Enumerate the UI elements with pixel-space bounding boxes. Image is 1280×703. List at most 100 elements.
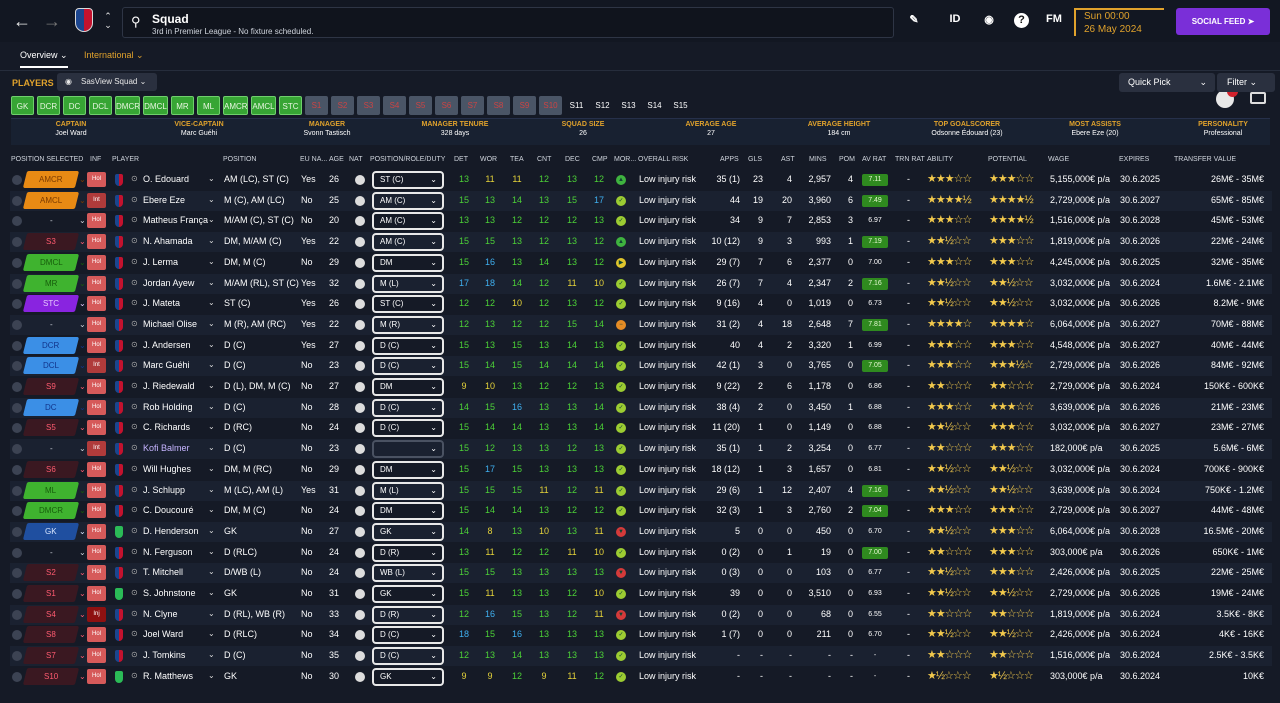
player-info-icon[interactable]: ⊙	[131, 318, 138, 328]
morale-good-icon[interactable]: ✓	[616, 340, 626, 351]
player-name-link[interactable]: N. Ferguson	[143, 546, 193, 557]
role-duty-dropdown[interactable]: DM ⌄	[372, 253, 444, 272]
player-info-icon[interactable]: ⊙	[131, 236, 138, 246]
player-menu-chevron-icon[interactable]: ⌄	[208, 318, 215, 328]
select-checkbox[interactable]	[12, 237, 22, 248]
table-row[interactable]: S7 ⌄ Hol ⊙ J. Tomkins ⌄ D (C) No 35 D (C) ⌄ 12 13 14 1…	[10, 646, 1272, 667]
player-info-icon[interactable]: ⊙	[131, 360, 138, 370]
chevron-down-icon[interactable]: ⌄	[79, 278, 86, 288]
player-menu-chevron-icon[interactable]: ⌄	[208, 215, 215, 225]
chevron-down-icon[interactable]: ⌄	[79, 216, 86, 226]
player-name-link[interactable]: C. Doucouré	[143, 505, 194, 516]
select-checkbox[interactable]	[12, 526, 22, 537]
chevron-down-icon[interactable]: ⌄	[79, 547, 86, 557]
player-menu-chevron-icon[interactable]: ⌄	[208, 194, 215, 204]
player-name-link[interactable]: N. Ahamada	[143, 236, 193, 247]
player-name-link[interactable]: J. Andersen	[143, 339, 191, 350]
avatar[interactable]: 11	[1216, 86, 1238, 108]
nationality-flag-icon[interactable]	[355, 526, 365, 537]
column-header-pom[interactable]: POM	[839, 156, 855, 163]
morale-good-icon[interactable]: ✓	[616, 299, 626, 310]
column-header-dec[interactable]: DEC	[565, 156, 580, 163]
player-menu-chevron-icon[interactable]: ⌄	[208, 567, 215, 577]
chevron-down-icon[interactable]: ⌄	[430, 423, 437, 433]
chevron-down-icon[interactable]: ⌄	[79, 423, 86, 433]
role-duty-dropdown[interactable]: D (C) ⌄	[372, 357, 444, 376]
select-checkbox[interactable]	[12, 423, 22, 434]
column-header-tea[interactable]: TEA	[510, 156, 524, 163]
chevron-down-icon[interactable]: ⌄	[430, 464, 437, 474]
table-row[interactable]: AMCL ⌄ Int ⊙ Ebere Eze ⌄ M (C), AM (LC) No 25 AM …	[10, 190, 1272, 211]
club-crest-icon[interactable]	[75, 8, 93, 32]
chevron-down-icon[interactable]: ⌄	[430, 547, 437, 557]
role-duty-dropdown[interactable]: DM ⌄	[372, 502, 444, 521]
player-name-link[interactable]: Ebere Eze	[143, 194, 186, 205]
chevron-down-icon[interactable]: ⌄	[430, 237, 437, 247]
chevron-down-icon[interactable]: ⌄	[430, 568, 437, 578]
nationality-flag-icon[interactable]	[355, 257, 365, 268]
nationality-flag-icon[interactable]	[355, 299, 365, 310]
chevron-down-icon[interactable]: ⌄	[430, 526, 437, 536]
nationality-flag-icon[interactable]	[355, 547, 365, 558]
game-date[interactable]: Sun 00:00 26 May 2024	[1074, 8, 1164, 36]
player-info-icon[interactable]: ⊙	[131, 567, 138, 577]
nationality-flag-icon[interactable]	[355, 589, 365, 599]
chevron-down-icon[interactable]: ⌄	[430, 195, 437, 205]
player-menu-chevron-icon[interactable]: ⌄	[208, 546, 215, 556]
column-header-transfer-value[interactable]: TRANSFER VALUE	[1174, 156, 1237, 163]
select-checkbox[interactable]	[12, 216, 22, 227]
status-badge[interactable]: Int	[87, 441, 106, 457]
chevron-down-icon[interactable]: ⌄	[79, 526, 86, 536]
table-row[interactable]: - ⌄ Hol ⊙ N. Ferguson ⌄ D (RLC) No 24 D (R) ⌄ 13 11 1…	[10, 543, 1272, 563]
table-row[interactable]: MR ⌄ Hol ⊙ Jordan Ayew ⌄ M/AM (RL), ST (C) Yes 3…	[10, 273, 1272, 294]
position-selected-dropdown[interactable]: DMCR ⌄	[22, 502, 86, 520]
player-name-link[interactable]: J. Lerma	[143, 256, 179, 267]
player-info-icon[interactable]: ⊙	[131, 256, 138, 266]
chevron-down-icon[interactable]: ⌄	[79, 630, 86, 640]
table-row[interactable]: S10 ⌄ Hol ⊙ R. Matthews ⌄ GK No 30 GK ⌄ 9 9 12 9 11 12 ✓ L…	[10, 667, 1272, 687]
status-badge[interactable]: Hol	[87, 172, 106, 187]
search-icon[interactable]: ⚲	[131, 14, 141, 29]
column-header-position-role-duty[interactable]: POSITION/ROLE/DUTY	[370, 156, 446, 163]
chevron-down-icon[interactable]: ⌄	[79, 175, 86, 184]
chevron-down-icon[interactable]: ⌄	[79, 485, 86, 495]
chevron-down-icon[interactable]: ⌄	[79, 319, 86, 329]
tab-overview[interactable]: Overview ⌄	[20, 50, 68, 68]
role-duty-dropdown[interactable]: DM ⌄	[372, 460, 444, 479]
column-header-apps[interactable]: APPS	[720, 156, 739, 163]
slot-amcl[interactable]: AMCL	[251, 96, 276, 115]
select-checkbox[interactable]	[12, 651, 22, 662]
column-header-det[interactable]: DET	[454, 156, 468, 163]
table-row[interactable]: S9 ⌄ Hol ⊙ J. Riedewald ⌄ D (L), DM, M (C) No 27…	[10, 377, 1272, 397]
nationality-flag-icon[interactable]	[355, 651, 365, 662]
position-selected-dropdown[interactable]: S6 ⌄	[22, 460, 86, 478]
nationality-flag-icon[interactable]	[355, 278, 365, 289]
position-selected-dropdown[interactable]: DCR ⌄	[22, 336, 86, 354]
role-duty-dropdown[interactable]: M (R) ⌄	[372, 315, 444, 334]
slot-ml[interactable]: ML	[197, 96, 220, 115]
select-checkbox[interactable]	[12, 547, 22, 558]
slot-s9[interactable]: S9	[513, 96, 536, 115]
position-selected-dropdown[interactable]: S2 ⌄	[22, 564, 86, 582]
slot-amcr[interactable]: AMCR	[223, 96, 248, 115]
select-checkbox[interactable]	[12, 402, 22, 413]
player-menu-chevron-icon[interactable]: ⌄	[208, 463, 215, 473]
chevron-down-icon[interactable]: ⌄	[430, 340, 437, 350]
chevron-down-icon[interactable]: ⌄	[430, 361, 437, 371]
select-checkbox[interactable]	[12, 671, 22, 682]
select-checkbox[interactable]	[12, 464, 22, 475]
chevron-down-icon[interactable]: ⌄	[79, 671, 86, 681]
column-header-trn-rat[interactable]: TRN RAT	[895, 156, 925, 163]
table-row[interactable]: S8 ⌄ Hol ⊙ Joel Ward ⌄ D (RLC) No 34 D (C) ⌄ 18 15 16…	[10, 625, 1272, 645]
position-selected-dropdown[interactable]: S8 ⌄	[22, 626, 86, 644]
player-info-icon[interactable]: ⊙	[131, 443, 138, 453]
column-header-overall-risk[interactable]: OVERALL RISK	[638, 156, 689, 163]
player-info-icon[interactable]: ⊙	[131, 422, 138, 432]
position-selected-dropdown[interactable]: S9 ⌄	[22, 378, 86, 395]
position-selected-dropdown[interactable]: - ⌄	[23, 440, 86, 457]
column-header-eu-na[interactable]: EU NA...	[300, 156, 328, 163]
role-duty-dropdown[interactable]: WB (L) ⌄	[372, 564, 444, 583]
player-name-link[interactable]: C. Richards	[143, 422, 191, 433]
position-selected-dropdown[interactable]: - ⌄	[23, 212, 86, 229]
help-icon[interactable]: ?	[1014, 13, 1029, 28]
